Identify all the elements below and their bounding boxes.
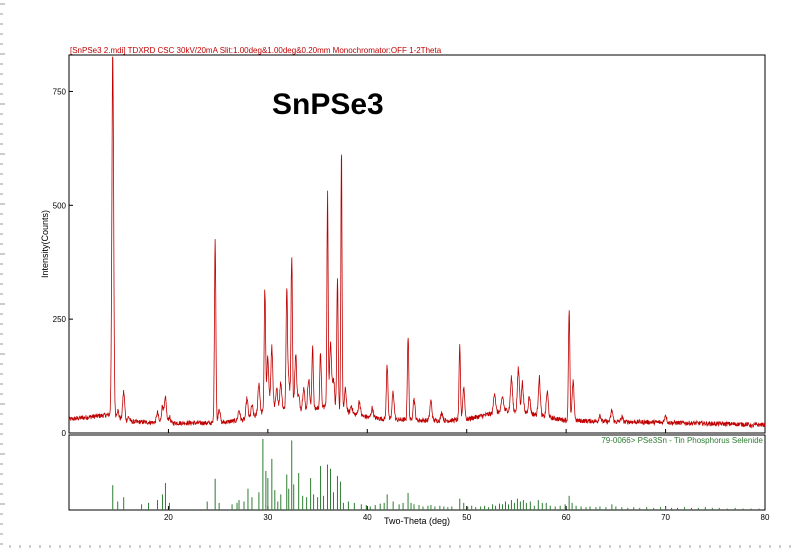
- main-x-axis-ticks: [167, 429, 766, 433]
- x-tick-label: 70: [661, 513, 670, 522]
- y-tick-label: 500: [53, 201, 67, 210]
- reference-sticks: [112, 439, 760, 510]
- y-tick-label: 250: [53, 315, 67, 324]
- x-tick-label: 20: [164, 513, 173, 522]
- scan-header: [SnPSe3 2.mdi] TDXRD CSC 30kV/20mA Slit:…: [70, 46, 442, 55]
- x-axis-title: Two-Theta (deg): [384, 516, 450, 526]
- series-line-pattern: [68, 56, 766, 429]
- reference-plot-frame: [68, 434, 766, 511]
- x-tick-label: 80: [761, 513, 770, 522]
- main-plot-frame: [68, 54, 766, 434]
- x-tick-label: 60: [562, 513, 571, 522]
- x-tick-label: 50: [462, 513, 471, 522]
- y-axis-title: Intensity(Counts): [40, 210, 50, 278]
- x-axis-ticks: 20 30 40 50 60 70 80: [164, 506, 770, 522]
- x-tick-label: 30: [263, 513, 272, 522]
- y-tick-label: 0: [62, 429, 67, 438]
- sample-title: SnPSe3: [272, 88, 384, 121]
- y-tick-label: 750: [53, 87, 67, 96]
- reference-label: 79-0066> PSe3Sn - Tin Phosphorus Selenid…: [601, 436, 763, 445]
- y-axis-ticks: 0 250 500 750: [53, 87, 73, 438]
- x-tick-label: 40: [363, 513, 372, 522]
